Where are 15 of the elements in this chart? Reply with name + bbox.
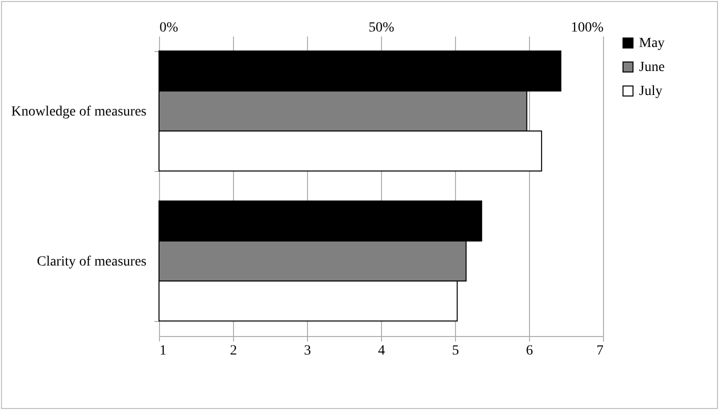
x-tick-label: 3 <box>304 344 311 358</box>
x-tick-label: 7 <box>596 344 604 358</box>
x-tick-label: 2 <box>230 344 237 358</box>
y-tick-label: Knowledge of measures <box>11 104 146 120</box>
x2-tick-label: 0% <box>160 20 178 36</box>
x-tick-label: 4 <box>378 344 385 358</box>
legend-label: July <box>639 84 662 99</box>
legend-label: June <box>639 60 665 75</box>
x-tick-label: 6 <box>526 344 533 358</box>
x2-tick-label: 100% <box>570 20 604 36</box>
legend-label: May <box>639 36 665 51</box>
x-tick-label: 5 <box>452 344 459 358</box>
x2-tick-label: 50% <box>368 20 395 36</box>
y-tick-label: Clarity of measures <box>36 254 146 270</box>
x-tick-label: 1 <box>160 344 166 358</box>
